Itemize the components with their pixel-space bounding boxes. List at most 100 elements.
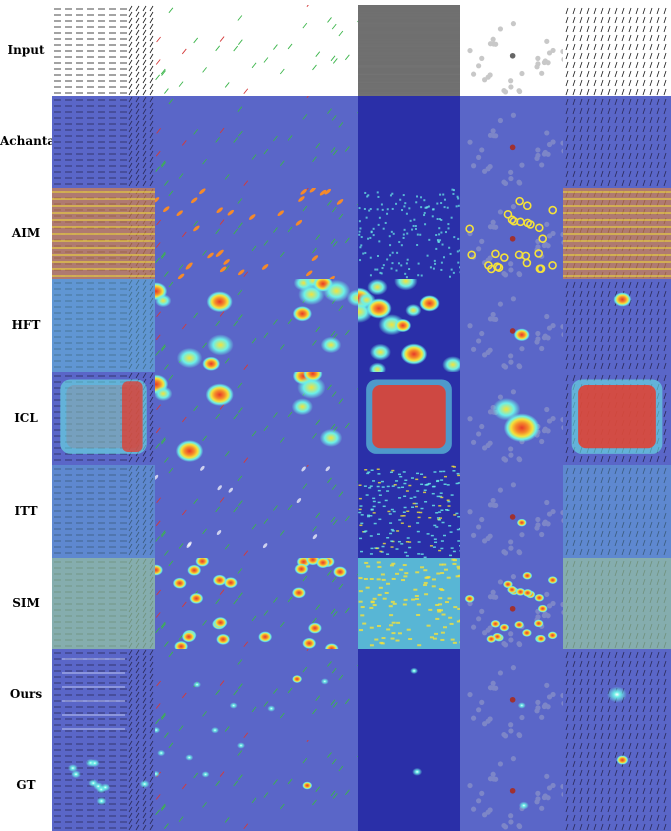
cell-gt-bars-grid bbox=[52, 740, 155, 831]
image-ours-sparse-bars bbox=[155, 649, 358, 740]
image-itt-sparse-bars bbox=[155, 465, 358, 558]
cell-input-sparse-bars bbox=[155, 5, 358, 96]
image-icl-sparse-bars bbox=[155, 372, 358, 465]
image-gt-sparse-bars bbox=[155, 740, 358, 831]
image-aim-bars-grid bbox=[52, 188, 155, 279]
image-achanta-dots-circle bbox=[460, 96, 563, 188]
image-sim-gray-texture bbox=[358, 558, 460, 649]
cell-hft-gray-texture bbox=[358, 279, 460, 372]
image-itt-gray-texture bbox=[358, 465, 460, 558]
cell-itt-oriented-lines bbox=[563, 465, 671, 558]
image-input-sparse-bars bbox=[155, 5, 358, 96]
image-ours-dots-circle bbox=[460, 649, 563, 740]
cell-achanta-dots-circle bbox=[460, 96, 563, 188]
cell-aim-dots-circle bbox=[460, 188, 563, 279]
cell-hft-oriented-lines bbox=[563, 279, 671, 372]
image-aim-oriented-lines bbox=[563, 188, 671, 279]
cell-input-dots-circle bbox=[460, 5, 563, 96]
cell-achanta-bars-grid bbox=[52, 96, 155, 188]
cell-aim-bars-grid bbox=[52, 188, 155, 279]
cell-itt-gray-texture bbox=[358, 465, 460, 558]
cell-ours-sparse-bars bbox=[155, 649, 358, 740]
image-icl-gray-texture bbox=[358, 372, 460, 465]
image-hft-sparse-bars bbox=[155, 279, 358, 372]
row-label-achanta: Achanta bbox=[0, 134, 56, 148]
image-input-bars-grid bbox=[52, 5, 155, 96]
image-icl-bars-grid bbox=[52, 372, 155, 465]
row-label-icl: ICL bbox=[14, 410, 38, 425]
image-achanta-gray-texture bbox=[358, 96, 460, 188]
image-aim-dots-circle bbox=[460, 188, 563, 279]
image-hft-dots-circle bbox=[460, 279, 563, 372]
image-gt-oriented-lines bbox=[563, 740, 671, 831]
cell-hft-sparse-bars bbox=[155, 279, 358, 372]
image-ours-gray-texture bbox=[358, 649, 460, 740]
image-sim-sparse-bars bbox=[155, 558, 358, 649]
image-ours-oriented-lines bbox=[563, 649, 671, 740]
image-hft-oriented-lines bbox=[563, 279, 671, 372]
cell-sim-oriented-lines bbox=[563, 558, 671, 649]
cell-aim-oriented-lines bbox=[563, 188, 671, 279]
cell-ours-bars-grid bbox=[52, 649, 155, 740]
cell-icl-oriented-lines bbox=[563, 372, 671, 465]
row-label-gt: GT bbox=[16, 777, 36, 792]
image-itt-oriented-lines bbox=[563, 465, 671, 558]
cell-aim-sparse-bars bbox=[155, 188, 358, 279]
cell-itt-sparse-bars bbox=[155, 465, 358, 558]
cell-icl-gray-texture bbox=[358, 372, 460, 465]
image-gt-bars-grid bbox=[52, 740, 155, 831]
cell-icl-dots-circle bbox=[460, 372, 563, 465]
row-label-ours: Ours bbox=[9, 686, 43, 701]
image-itt-dots-circle bbox=[460, 465, 563, 558]
image-achanta-sparse-bars bbox=[155, 96, 358, 188]
row-label-aim: AIM bbox=[11, 225, 41, 240]
cell-icl-bars-grid bbox=[52, 372, 155, 465]
image-aim-gray-texture bbox=[358, 188, 460, 279]
cell-sim-dots-circle bbox=[460, 558, 563, 649]
cell-achanta-gray-texture bbox=[358, 96, 460, 188]
cell-gt-oriented-lines bbox=[563, 740, 671, 831]
cell-achanta-oriented-lines bbox=[563, 96, 671, 188]
cell-input-gray-texture bbox=[358, 5, 460, 96]
cell-hft-dots-circle bbox=[460, 279, 563, 372]
cell-gt-dots-circle bbox=[460, 740, 563, 831]
image-sim-dots-circle bbox=[460, 558, 563, 649]
cell-ours-gray-texture bbox=[358, 649, 460, 740]
image-icl-oriented-lines bbox=[563, 372, 671, 465]
image-itt-bars-grid bbox=[52, 465, 155, 558]
image-input-dots-circle bbox=[460, 5, 563, 96]
image-icl-dots-circle bbox=[460, 372, 563, 465]
image-gt-dots-circle bbox=[460, 740, 563, 831]
image-achanta-bars-grid bbox=[52, 96, 155, 188]
cell-achanta-sparse-bars bbox=[155, 96, 358, 188]
image-input-gray-texture bbox=[358, 5, 460, 96]
cell-gt-sparse-bars bbox=[155, 740, 358, 831]
image-input-oriented-lines bbox=[563, 5, 671, 96]
cell-sim-gray-texture bbox=[358, 558, 460, 649]
cell-input-bars-grid bbox=[52, 5, 155, 96]
cell-input-oriented-lines bbox=[563, 5, 671, 96]
cell-gt-gray-texture bbox=[358, 740, 460, 831]
cell-sim-bars-grid bbox=[52, 558, 155, 649]
row-label-input: Input bbox=[7, 42, 45, 57]
cell-hft-bars-grid bbox=[52, 279, 155, 372]
image-gt-gray-texture bbox=[358, 740, 460, 831]
row-label-hft: HFT bbox=[11, 317, 41, 332]
row-label-sim: SIM bbox=[12, 595, 40, 610]
cell-itt-dots-circle bbox=[460, 465, 563, 558]
cell-itt-bars-grid bbox=[52, 465, 155, 558]
image-aim-sparse-bars bbox=[155, 188, 358, 279]
cell-ours-oriented-lines bbox=[563, 649, 671, 740]
image-hft-bars-grid bbox=[52, 279, 155, 372]
cell-aim-gray-texture bbox=[358, 188, 460, 279]
cell-icl-sparse-bars bbox=[155, 372, 358, 465]
image-hft-gray-texture bbox=[358, 279, 460, 372]
image-sim-bars-grid bbox=[52, 558, 155, 649]
image-ours-bars-grid bbox=[52, 649, 155, 740]
row-label-itt: ITT bbox=[14, 503, 38, 518]
cell-sim-sparse-bars bbox=[155, 558, 358, 649]
cell-ours-dots-circle bbox=[460, 649, 563, 740]
image-sim-oriented-lines bbox=[563, 558, 671, 649]
image-achanta-oriented-lines bbox=[563, 96, 671, 188]
